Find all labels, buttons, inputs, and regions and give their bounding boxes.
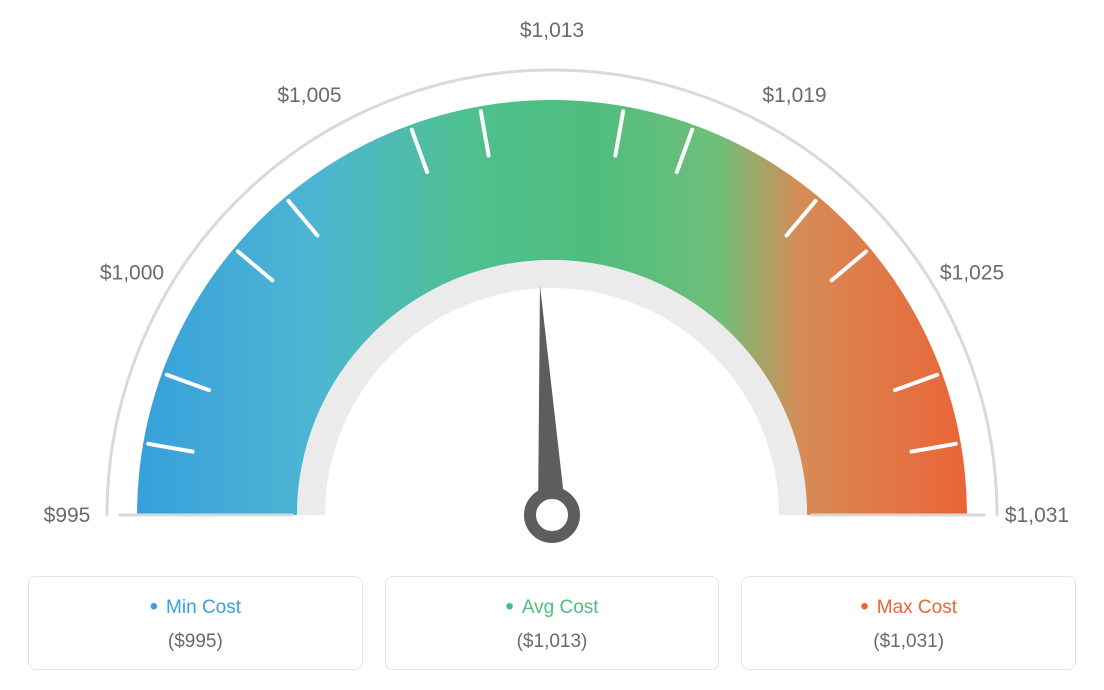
- svg-text:$1,005: $1,005: [277, 84, 341, 107]
- cost-gauge: $995 $1,000 $1,005 $1,013 $1,019 $1,025 $1,031: [0, 15, 1104, 575]
- legend-max-value: ($1,031): [752, 631, 1065, 653]
- legend-min-value: ($995): [39, 631, 352, 653]
- svg-text:$1,025: $1,025: [940, 262, 1004, 285]
- legend-card-min: Min Cost ($995): [28, 576, 363, 670]
- legend-avg-value: ($1,013): [396, 631, 709, 653]
- legend-avg-title: Avg Cost: [396, 595, 709, 619]
- legend-min-title: Min Cost: [39, 595, 352, 619]
- legend-row: Min Cost ($995) Avg Cost ($1,013) Max Co…: [28, 576, 1076, 670]
- legend-card-avg: Avg Cost ($1,013): [385, 576, 720, 670]
- legend-card-max: Max Cost ($1,031): [741, 576, 1076, 670]
- svg-text:$1,031: $1,031: [1005, 504, 1069, 527]
- legend-max-title: Max Cost: [752, 595, 1065, 619]
- svg-text:$995: $995: [44, 504, 91, 527]
- svg-text:$1,019: $1,019: [762, 84, 826, 107]
- gauge-svg: $995 $1,000 $1,005 $1,013 $1,019 $1,025 $1,031: [0, 15, 1104, 575]
- svg-text:$1,000: $1,000: [100, 262, 164, 285]
- svg-text:$1,013: $1,013: [520, 19, 584, 42]
